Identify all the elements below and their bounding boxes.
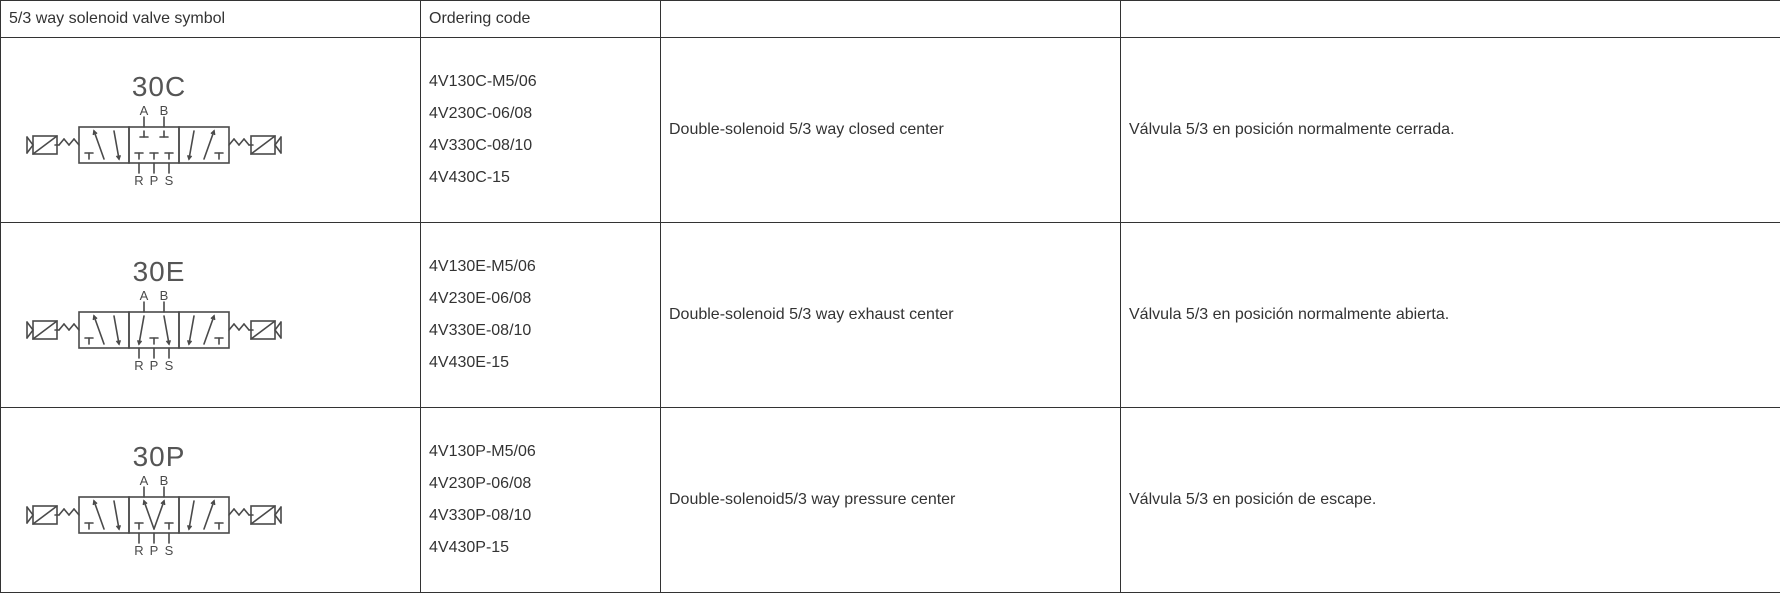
ordering-code: 4V230C-06/08 — [429, 98, 652, 130]
svg-text:S: S — [165, 358, 174, 370]
svg-text:P: P — [150, 358, 159, 370]
ordering-codes-cell: 4V130E-M5/064V230E-06/084V330E-08/104V43… — [421, 223, 661, 408]
svg-text:A: A — [140, 105, 149, 118]
svg-text:A: A — [140, 475, 149, 488]
svg-text:S: S — [165, 543, 174, 555]
description-es: Válvula 5/3 en posición normalmente abie… — [1121, 223, 1780, 408]
ordering-code: 4V230P-06/08 — [429, 468, 652, 500]
ordering-code: 4V130E-M5/06 — [429, 251, 652, 283]
symbol-cell: 30C AB RPS — [1, 38, 421, 223]
col-header-symbol: 5/3 way solenoid valve symbol — [1, 1, 421, 38]
ordering-codes-cell: 4V130P-M5/064V230P-06/084V330P-08/104V43… — [421, 408, 661, 593]
ordering-code: 4V330E-08/10 — [429, 315, 652, 347]
ordering-code: 4V330C-08/10 — [429, 130, 652, 162]
svg-text:B: B — [160, 475, 169, 488]
ordering-code: 4V230E-06/08 — [429, 283, 652, 315]
description-en: Double-solenoid 5/3 way closed center — [661, 38, 1121, 223]
ordering-code: 4V430P-15 — [429, 532, 652, 564]
svg-text:R: R — [134, 543, 143, 555]
col-header-desc-en — [661, 1, 1121, 38]
svg-text:B: B — [160, 290, 169, 303]
ordering-code: 4V130C-M5/06 — [429, 66, 652, 98]
description-es: Válvula 5/3 en posición normalmente cerr… — [1121, 38, 1780, 223]
description-en: Double-solenoid 5/3 way exhaust center — [661, 223, 1121, 408]
table-body: 30C ABRPS 4V130C-M5/064V230C-06/084V330C… — [1, 38, 1780, 593]
valve-symbol-icon: AB RPS — [9, 475, 309, 555]
svg-text:S: S — [165, 173, 174, 185]
ordering-code: 4V330P-08/10 — [429, 500, 652, 532]
description-en: Double-solenoid5/3 way pressure center — [661, 408, 1121, 593]
valve-symbol-icon: AB RPS — [9, 105, 309, 185]
svg-text:A: A — [140, 290, 149, 303]
ordering-codes-cell: 4V130C-M5/064V230C-06/084V330C-08/104V43… — [421, 38, 661, 223]
valve-table: 5/3 way solenoid valve symbol Ordering c… — [0, 0, 1780, 593]
table-row: 30E AB RPS 4V130E-M5/064V230E-06/084V330E… — [1, 223, 1780, 408]
svg-text:P: P — [150, 173, 159, 185]
ordering-code: 4V430C-15 — [429, 162, 652, 194]
symbol-title: 30C — [9, 71, 309, 103]
symbol-cell: 30P AB RPS — [1, 408, 421, 593]
svg-text:B: B — [160, 105, 169, 118]
table-header-row: 5/3 way solenoid valve symbol Ordering c… — [1, 1, 1780, 38]
table-row: 30C AB RPS 4V130C-M5/064V230C-06/084V330C… — [1, 38, 1780, 223]
svg-text:P: P — [150, 543, 159, 555]
symbol-title: 30P — [9, 441, 309, 473]
description-es: Válvula 5/3 en posición de escape. — [1121, 408, 1780, 593]
table-row: 30P AB RPS 4V130P-M5/064V230P-06/084V330P… — [1, 408, 1780, 593]
valve-symbol-icon: AB RPS — [9, 290, 309, 370]
svg-text:R: R — [134, 173, 143, 185]
symbol-title: 30E — [9, 256, 309, 288]
ordering-code: 4V430E-15 — [429, 347, 652, 379]
svg-text:R: R — [134, 358, 143, 370]
symbol-cell: 30E AB RPS — [1, 223, 421, 408]
col-header-desc-es — [1121, 1, 1780, 38]
ordering-code: 4V130P-M5/06 — [429, 436, 652, 468]
col-header-codes: Ordering code — [421, 1, 661, 38]
